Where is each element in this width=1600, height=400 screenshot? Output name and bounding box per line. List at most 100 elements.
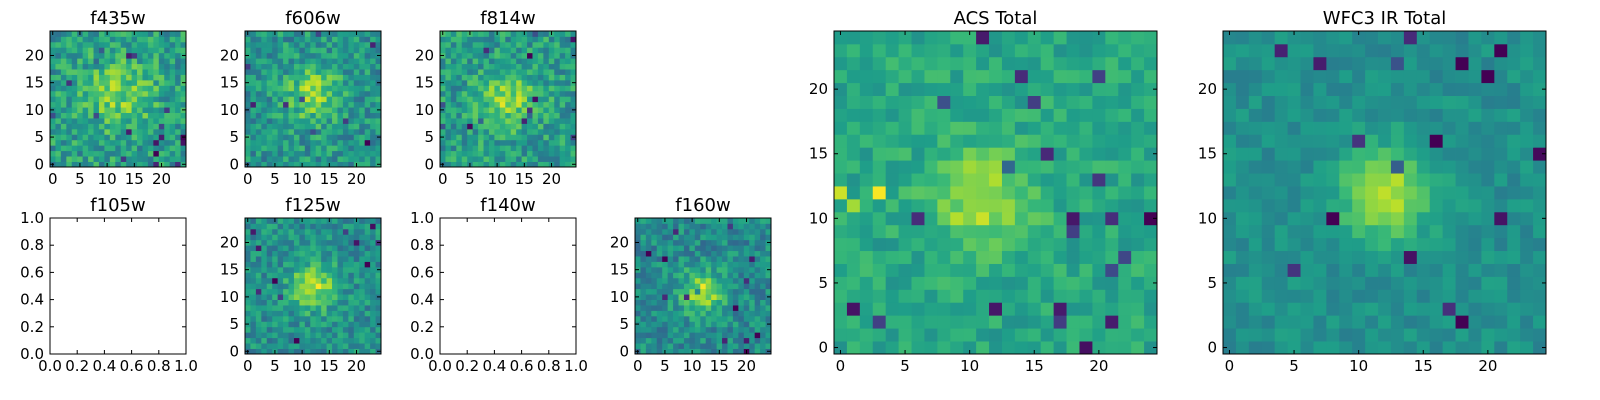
heatmap-cell: [521, 101, 528, 108]
heatmap-cell: [1390, 341, 1405, 355]
heatmap-cell: [1248, 31, 1263, 45]
heatmap-cell: [683, 250, 690, 257]
heatmap-cell: [1223, 69, 1237, 84]
heatmap-cell: [483, 96, 490, 103]
heatmap-cell: [440, 41, 446, 48]
heatmap-cell: [359, 250, 366, 257]
heatmap-cell: [898, 82, 912, 96]
heatmap-cell: [277, 228, 284, 235]
heatmap-cell: [55, 85, 62, 92]
heatmap-cell: [93, 52, 100, 59]
heatmap-cell: [326, 139, 333, 146]
y-tick-label: 0: [818, 339, 828, 357]
heatmap-cell: [732, 239, 739, 246]
heatmap-cell: [88, 85, 94, 92]
heatmap-cell: [250, 90, 257, 97]
heatmap-cell: [1429, 211, 1444, 226]
heatmap-cell: [153, 79, 160, 86]
heatmap-cell: [104, 139, 111, 146]
heatmap-cell: [1144, 198, 1158, 213]
heatmap-cell: [738, 294, 745, 300]
heatmap-cell: [516, 128, 522, 135]
heatmap-cell: [743, 299, 750, 306]
heatmap-cell: [293, 348, 300, 355]
heatmap-cell: [370, 294, 376, 300]
heatmap-cell: [743, 343, 750, 349]
heatmap-cell: [71, 63, 78, 70]
heatmap-cell: [859, 134, 874, 148]
heatmap-cell: [120, 123, 127, 130]
heatmap-cell: [846, 224, 861, 239]
heatmap-cell: [1481, 82, 1495, 96]
heatmap-cell: [1014, 211, 1029, 226]
heatmap-cell: [315, 256, 322, 262]
heatmap-cell: [1365, 108, 1379, 122]
heatmap-cell: [1040, 147, 1055, 161]
heatmap-cell: [337, 36, 344, 43]
heatmap-cell: [1313, 211, 1327, 226]
heatmap-cell: [834, 237, 848, 252]
heatmap-cell: [1378, 95, 1392, 109]
heatmap-cell: [370, 218, 376, 224]
heatmap-cell: [310, 299, 317, 306]
heatmap-cell: [104, 150, 111, 157]
heatmap-cell: [711, 299, 717, 306]
heatmap-cell: [353, 123, 360, 130]
heatmap-cell: [662, 343, 669, 349]
heatmap-cell: [250, 223, 257, 230]
x-tick-label: 5: [75, 170, 85, 188]
heatmap-cell: [370, 63, 376, 70]
heatmap-cell: [738, 321, 745, 328]
heatmap-cell: [364, 234, 371, 241]
heatmap-cell: [700, 277, 707, 284]
heatmap-cell: [1014, 31, 1029, 45]
heatmap-cell: [516, 90, 522, 97]
heatmap-cell: [662, 337, 669, 344]
heatmap-cell: [272, 228, 279, 235]
heatmap-cell: [321, 294, 327, 300]
heatmap-cell: [147, 112, 154, 119]
heatmap-cell: [885, 69, 899, 84]
heatmap-cell: [662, 294, 669, 300]
heatmap-cell: [93, 150, 100, 157]
heatmap-cell: [1520, 289, 1534, 303]
y-tick-label: 0.6: [20, 263, 44, 281]
heatmap-cell: [570, 41, 577, 48]
heatmap-cell: [261, 343, 268, 349]
heatmap-cell: [272, 69, 279, 75]
heatmap-cell: [885, 211, 899, 226]
y-tick-label: 0: [424, 155, 434, 173]
heatmap-cell: [321, 218, 327, 224]
heatmap-cell: [169, 79, 176, 86]
heatmap-cell: [304, 256, 311, 262]
heatmap-cell: [483, 145, 490, 152]
heatmap-cell: [651, 310, 658, 317]
heatmap-cell: [55, 41, 62, 48]
heatmap-cell: [277, 272, 284, 279]
heatmap-cell: [364, 36, 371, 43]
heatmap-cell: [937, 211, 951, 226]
heatmap-cell: [60, 128, 67, 135]
heatmap-cell: [1014, 186, 1029, 200]
heatmap-cell: [872, 289, 887, 303]
heatmap-cell: [885, 302, 899, 316]
heatmap-cell: [667, 218, 674, 224]
heatmap-cell: [694, 288, 701, 295]
heatmap-cell: [937, 173, 951, 187]
heatmap-cell: [98, 31, 105, 37]
heatmap-cell: [1027, 69, 1042, 84]
heatmap-cell: [885, 276, 899, 290]
heatmap-cell: [1520, 276, 1534, 290]
heatmap-cell: [1455, 250, 1469, 264]
heatmap-cell: [77, 90, 84, 97]
heatmap-cell: [348, 250, 355, 257]
heatmap-cell: [299, 337, 306, 344]
heatmap-cell: [1494, 147, 1508, 161]
heatmap-cell: [277, 85, 284, 92]
heatmap-cell: [147, 128, 154, 135]
heatmap-cell: [1223, 263, 1237, 277]
heatmap-cell: [342, 134, 349, 141]
heatmap-cell: [266, 118, 273, 124]
heatmap-cell: [321, 245, 327, 252]
heatmap-cell: [266, 139, 273, 146]
